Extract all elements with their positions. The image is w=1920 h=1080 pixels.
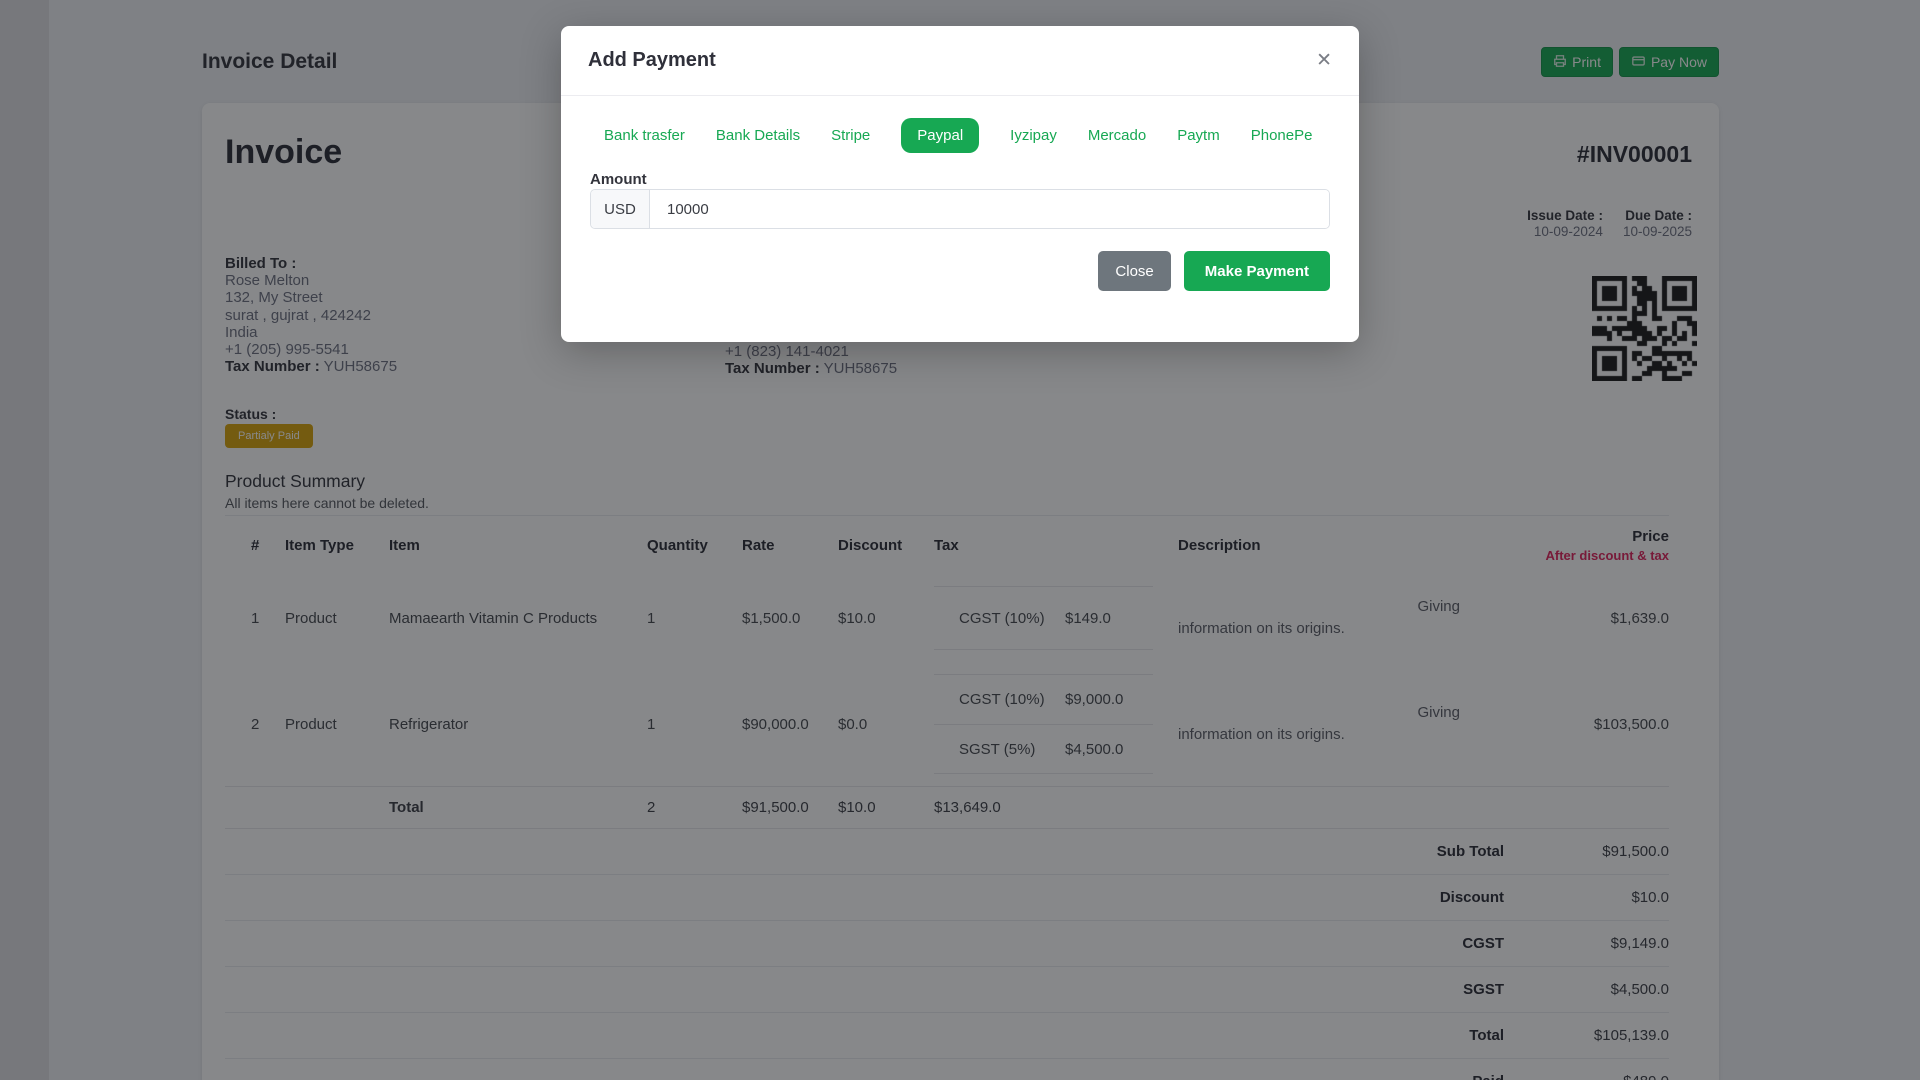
amount-input[interactable] xyxy=(650,190,1329,228)
payment-method-tabs: Bank trasfer Bank Details Stripe Paypal Iyzi… xyxy=(604,118,1359,153)
modal-footer: Close Make Payment xyxy=(1098,251,1330,291)
add-payment-modal: Add Payment ✕ Bank trasfer Bank Details St… xyxy=(561,26,1359,342)
tab-bank-details[interactable]: Bank Details xyxy=(716,118,800,153)
amount-label: Amount xyxy=(590,171,647,188)
tab-bank-trasfer[interactable]: Bank trasfer xyxy=(604,118,685,153)
close-icon[interactable]: ✕ xyxy=(1316,50,1332,71)
modal-header: Add Payment ✕ xyxy=(561,26,1359,96)
tab-paypal[interactable]: Paypal xyxy=(901,118,980,153)
tab-paytm[interactable]: Paytm xyxy=(1177,118,1220,153)
close-button[interactable]: Close xyxy=(1098,251,1171,291)
currency-prefix: USD xyxy=(591,190,650,228)
amount-input-group: USD xyxy=(590,189,1330,229)
make-payment-button[interactable]: Make Payment xyxy=(1183,251,1330,291)
tab-mercado[interactable]: Mercado xyxy=(1088,118,1146,153)
tab-iyzipay[interactable]: Iyzipay xyxy=(1010,118,1057,153)
tab-phonepe[interactable]: PhonePe xyxy=(1251,118,1313,153)
modal-title: Add Payment xyxy=(588,49,716,71)
tab-stripe[interactable]: Stripe xyxy=(831,118,870,153)
